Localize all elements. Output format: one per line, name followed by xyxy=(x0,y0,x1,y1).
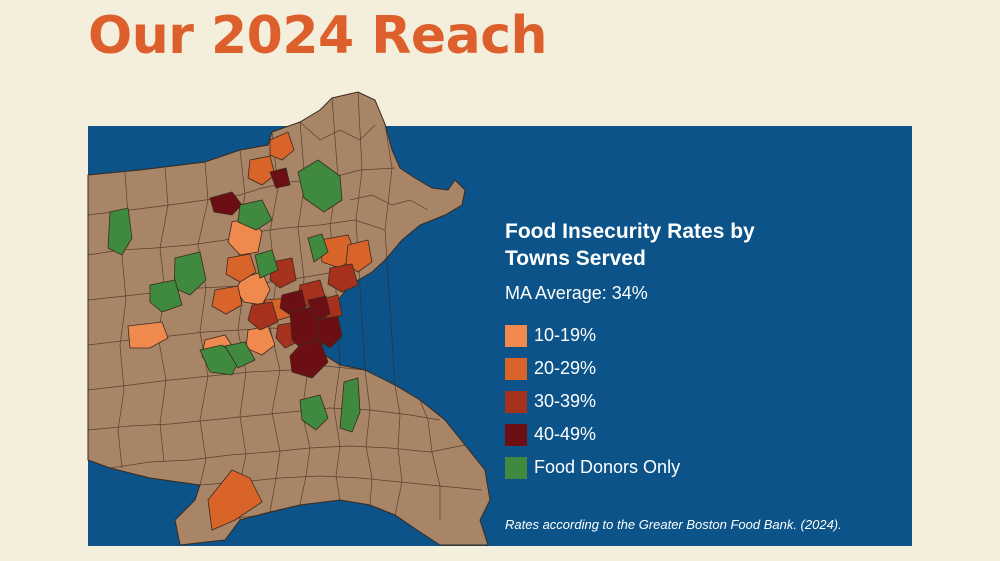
legend-label: 30-39% xyxy=(534,391,597,411)
town-shape xyxy=(207,469,263,531)
town-shape xyxy=(224,341,256,369)
town-shape xyxy=(299,394,329,431)
legend-swatch xyxy=(505,324,527,347)
legend-swatch xyxy=(505,357,527,380)
legend-item-food-donors-only: Food Donors Only xyxy=(505,451,680,484)
legend-swatch xyxy=(505,423,527,446)
town-shape xyxy=(127,321,169,349)
town-shape xyxy=(307,295,331,321)
towns-20-29-percent xyxy=(207,131,373,531)
legend-label: 20-29% xyxy=(534,358,597,378)
town-shape xyxy=(269,167,291,189)
legend-swatch xyxy=(505,456,527,479)
town-shape xyxy=(237,199,273,231)
legend-swatch xyxy=(505,390,527,413)
town-shape xyxy=(327,263,359,293)
legend-label: Food Donors Only xyxy=(534,457,681,477)
town-shape xyxy=(209,191,243,216)
page-title: Our 2024 Reach xyxy=(88,6,548,66)
town-shape xyxy=(107,207,133,256)
town-shape xyxy=(225,253,257,283)
town-shape xyxy=(345,239,373,273)
source-note: Rates according to the Greater Boston Fo… xyxy=(505,517,842,532)
legend-title: Food Insecurity Rates by Towns Served xyxy=(505,220,755,270)
town-shape xyxy=(254,249,279,279)
legend-label: 40-49% xyxy=(534,424,597,444)
town-shape xyxy=(297,159,343,213)
legend-label: 10-19% xyxy=(534,325,597,345)
land-mass xyxy=(87,91,491,546)
town-shape xyxy=(307,233,329,263)
town-shape xyxy=(247,155,276,186)
town-shape xyxy=(317,315,343,349)
towns-food-donors-only xyxy=(107,159,361,433)
town-boundaries xyxy=(87,91,483,521)
town-shape xyxy=(247,301,279,331)
town-shape xyxy=(211,285,243,315)
towns-40-49-percent xyxy=(209,167,343,379)
legend-item-10-19: 10-19% xyxy=(505,319,680,352)
legend-list: 10-19% 20-29% 30-39% 40-49% Food Donors … xyxy=(505,319,680,484)
town-shape xyxy=(269,131,295,161)
town-shape xyxy=(339,377,361,433)
town-shape xyxy=(149,279,183,313)
legend-item-40-49: 40-49% xyxy=(505,418,680,451)
legend-subtitle: MA Average: 34% xyxy=(505,283,648,303)
legend-item-20-29: 20-29% xyxy=(505,352,680,385)
legend-item-30-39: 30-39% xyxy=(505,385,680,418)
